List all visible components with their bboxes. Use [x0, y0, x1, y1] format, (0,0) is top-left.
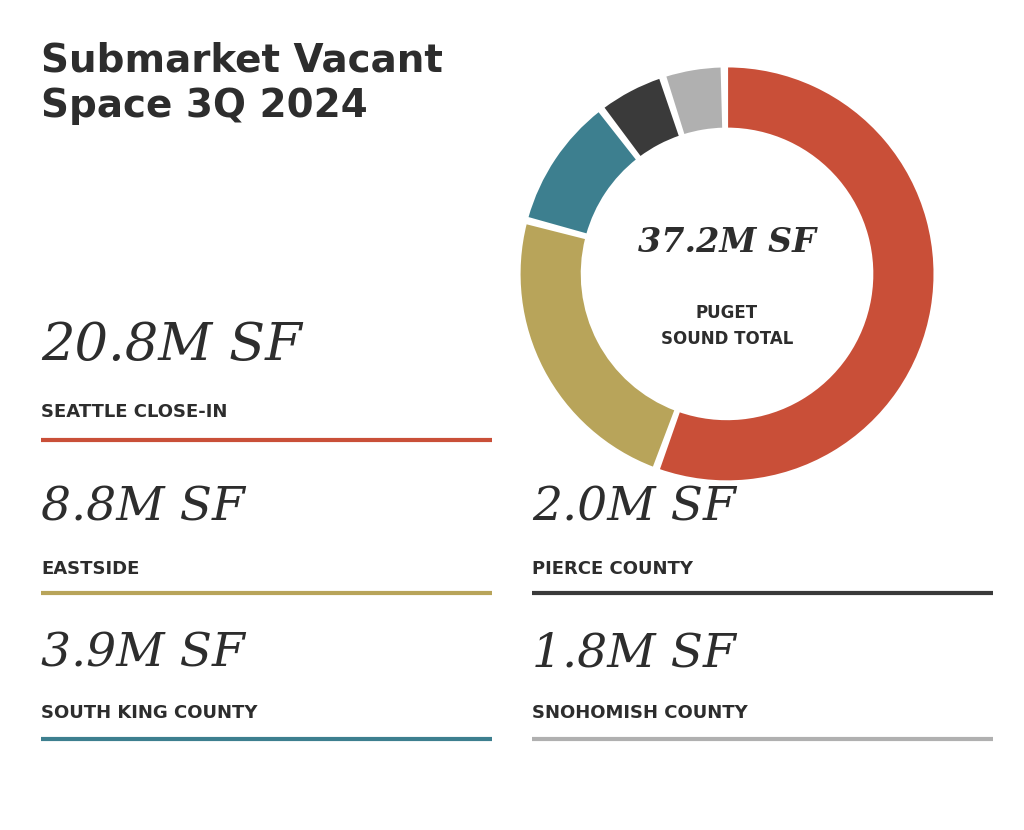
Text: SNOHOMISH COUNTY: SNOHOMISH COUNTY	[532, 704, 749, 722]
Text: 3.9M SF: 3.9M SF	[41, 631, 245, 676]
Wedge shape	[527, 110, 637, 235]
Text: EASTSIDE: EASTSIDE	[41, 560, 139, 579]
Wedge shape	[665, 66, 723, 135]
Text: Submarket Vacant
Space 3Q 2024: Submarket Vacant Space 3Q 2024	[41, 42, 442, 125]
Text: 20.8M SF: 20.8M SF	[41, 320, 302, 370]
Text: PUGET
SOUND TOTAL: PUGET SOUND TOTAL	[660, 304, 794, 348]
Wedge shape	[519, 223, 676, 468]
Text: 8.8M SF: 8.8M SF	[41, 486, 245, 531]
Text: PIERCE COUNTY: PIERCE COUNTY	[532, 560, 693, 579]
Wedge shape	[603, 77, 680, 158]
Text: 1.8M SF: 1.8M SF	[532, 631, 736, 676]
Text: SOUTH KING COUNTY: SOUTH KING COUNTY	[41, 704, 257, 722]
Text: SEATTLE CLOSE-IN: SEATTLE CLOSE-IN	[41, 403, 227, 421]
Wedge shape	[658, 66, 935, 481]
Text: 37.2M SF: 37.2M SF	[638, 227, 816, 259]
Text: 2.0M SF: 2.0M SF	[532, 486, 736, 531]
